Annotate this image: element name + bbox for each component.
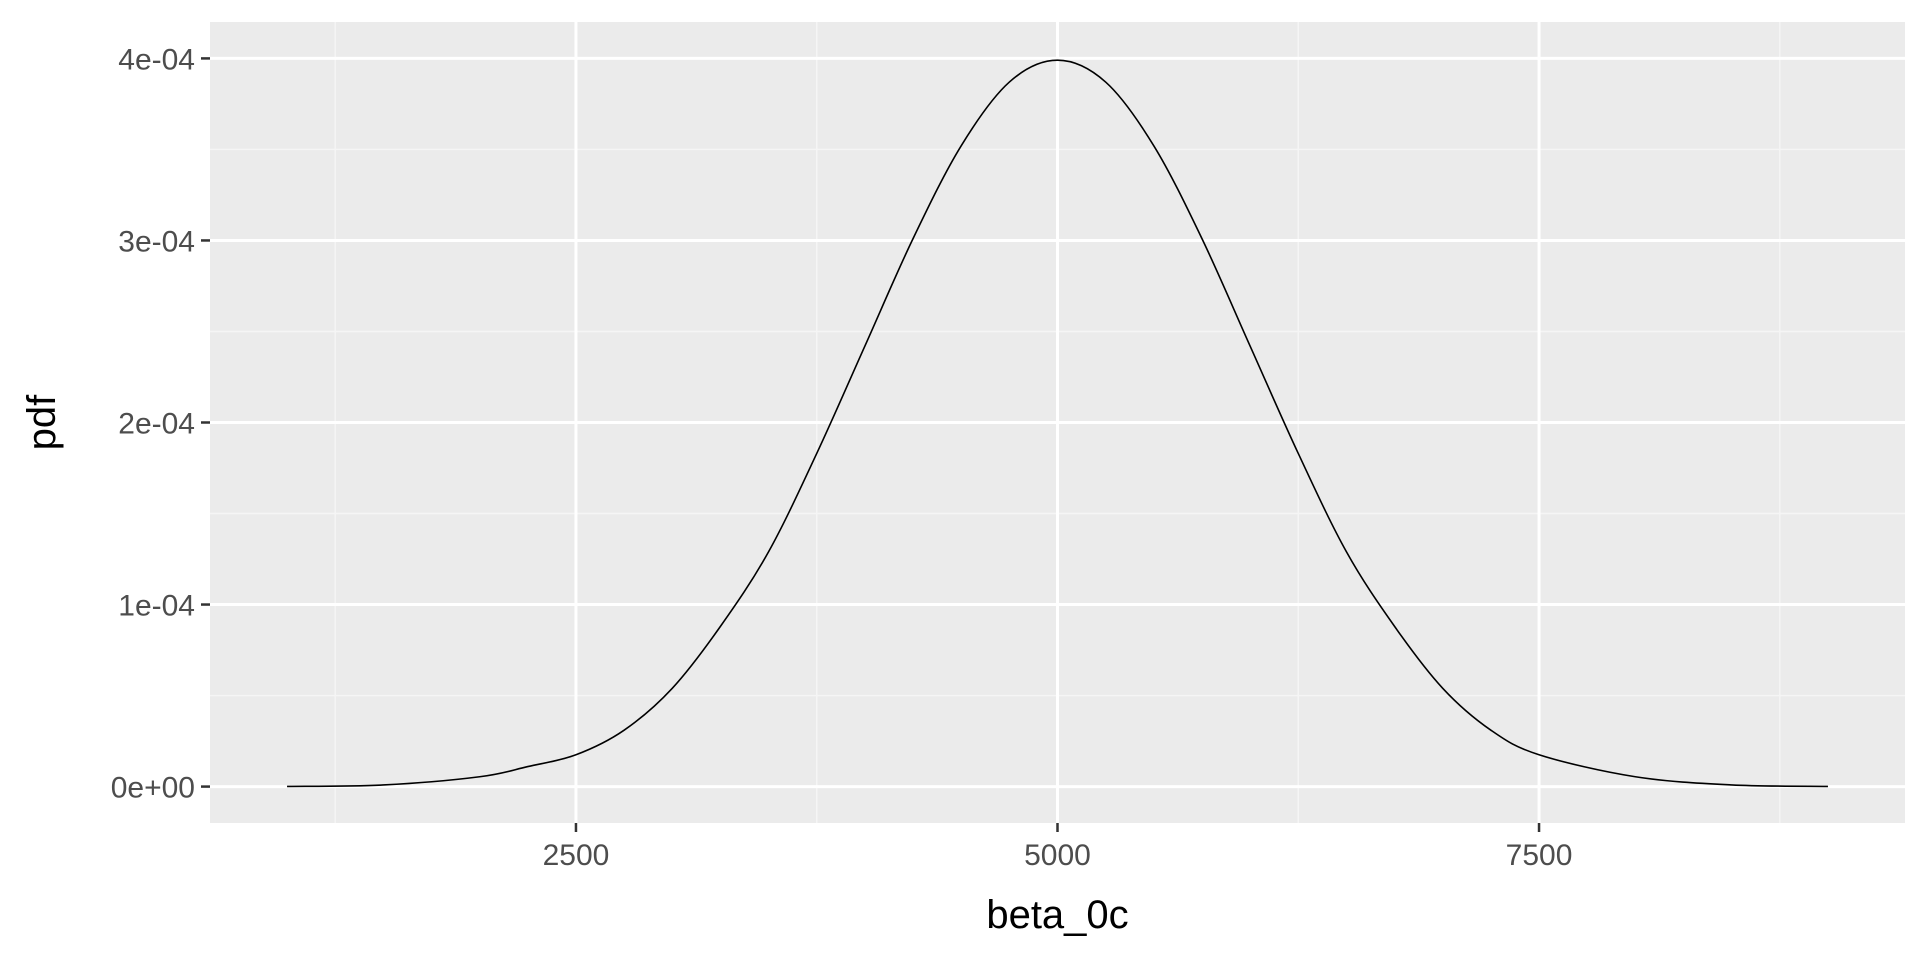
x-axis-title: beta_0c: [986, 893, 1128, 937]
major-gridlines: [210, 22, 1905, 823]
x-axis: 2500 5000 7500: [543, 823, 1573, 872]
pdf-curve-line: [287, 59, 1828, 788]
x-tick-label: 5000: [1024, 839, 1091, 872]
y-tick-label: 4e-04: [118, 43, 195, 76]
y-tick-label: 1e-04: [118, 590, 195, 623]
x-tick-label: 2500: [543, 839, 610, 872]
y-tick-label: 0e+00: [111, 772, 195, 805]
y-tick-label: 2e-04: [118, 408, 195, 441]
y-axis-title: pdf: [20, 394, 64, 450]
x-tick-label: 7500: [1506, 839, 1573, 872]
y-axis: 0e+00 1e-04 2e-04 3e-04 4e-04: [111, 43, 210, 805]
y-tick-label: 3e-04: [118, 225, 195, 258]
